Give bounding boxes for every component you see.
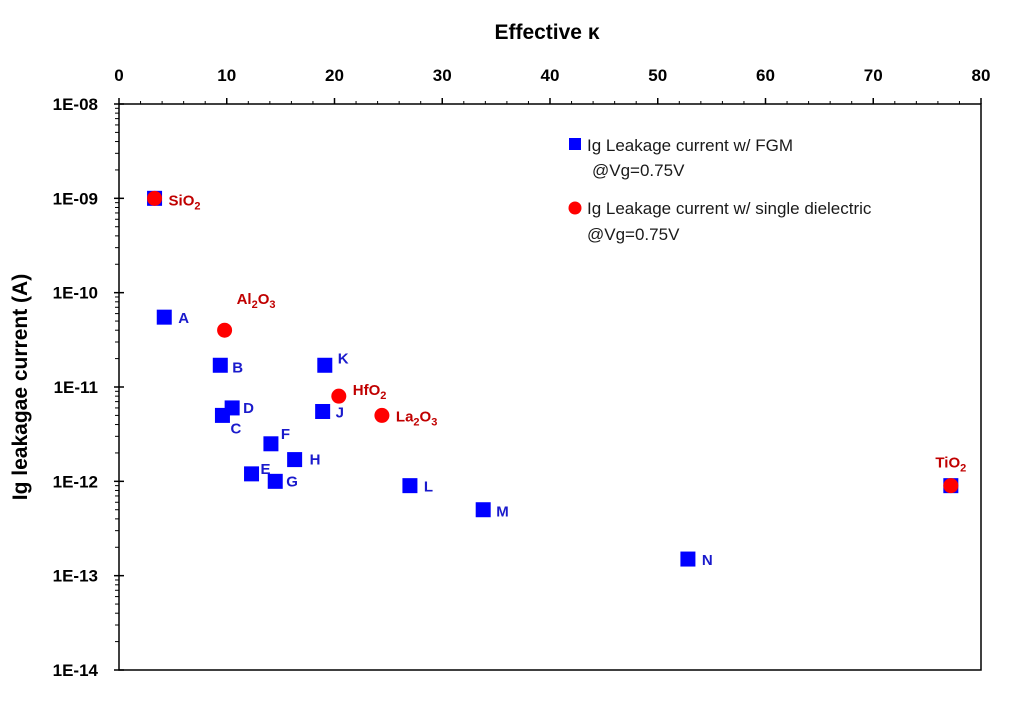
y-tick-label: 1E-14 [53, 661, 99, 680]
fgm-data-point [244, 466, 260, 482]
fgm-data-point [224, 400, 240, 416]
formula-subscript: 2 [380, 390, 386, 402]
x-tick-label: 80 [972, 66, 991, 85]
y-tick-label: 1E-08 [53, 95, 98, 114]
fgm-data-point [267, 473, 283, 489]
formula-subscript: 3 [431, 416, 437, 428]
formula-subscript: 2 [194, 200, 200, 212]
fgm-data-point [156, 309, 172, 325]
x-tick-label: 0 [114, 66, 123, 85]
y-tick-label: 1E-13 [53, 567, 98, 586]
fgm-point-label: G [286, 473, 298, 490]
fgm-point-label: C [230, 420, 241, 437]
formula-text: O [420, 408, 432, 425]
formula-text: SiO [169, 192, 195, 209]
fgm-point-label: L [424, 479, 433, 496]
formula-text: O [258, 291, 270, 308]
legend-marker-single-dielectric [568, 201, 582, 215]
x-axis-ticks: 0 10 20 30 40 50 60 70 80 [114, 66, 990, 104]
dielectric-point-label: HfO2 [353, 382, 387, 402]
legend-label-single-dielectric-condition: @Vg=0.75V [587, 225, 680, 244]
fgm-point-label: M [496, 504, 509, 521]
fgm-data-point [402, 478, 418, 494]
formula-subscript: 3 [269, 299, 275, 311]
legend-marker-fgm [569, 138, 581, 150]
legend-label-fgm: Ig Leakage current w/ FGM [587, 136, 793, 155]
fgm-data-point [475, 502, 491, 518]
formula-text: La [396, 408, 414, 425]
formula-text: Al [237, 291, 252, 308]
x-tick-label: 40 [541, 66, 560, 85]
x-axis-title: Effective κ [494, 21, 599, 44]
fgm-point-label: D [243, 400, 254, 417]
y-axis-title: Ig leakagae current (A) [9, 274, 32, 500]
formula-subscript: 2 [960, 463, 966, 475]
formula-subscript: 2 [252, 299, 258, 311]
x-tick-label: 30 [433, 66, 452, 85]
fgm-data-point [680, 551, 696, 567]
x-tick-label: 10 [217, 66, 236, 85]
dielectric-point-label: La2O3 [396, 408, 437, 428]
single-dielectric-data-point [331, 388, 347, 404]
fgm-point-label: K [338, 350, 349, 367]
plot-area [118, 103, 982, 671]
fgm-point-label: E [261, 461, 271, 478]
x-tick-label: 70 [864, 66, 883, 85]
fgm-point-label: F [281, 426, 290, 443]
dielectric-point-label: SiO2 [169, 192, 201, 212]
fgm-data-point [212, 357, 228, 373]
fgm-point-label: A [178, 310, 189, 327]
dielectric-point-label: TiO2 [935, 455, 966, 475]
single-dielectric-data-point [147, 190, 163, 206]
fgm-point-label: B [232, 359, 243, 376]
fgm-point-label: J [336, 404, 344, 421]
formula-text: HfO [353, 382, 381, 399]
formula-text: TiO [935, 455, 960, 472]
fgm-data-point [287, 452, 303, 468]
y-axis-ticks: 1E-08 1E-09 1E-10 1E-11 1E-12 1E-13 1E-14 [53, 95, 124, 680]
dielectric-point-label: Al2O3 [237, 291, 276, 311]
legend-label-single-dielectric: Ig Leakage current w/ single dielectric [587, 199, 872, 218]
y-tick-label: 1E-10 [53, 284, 98, 303]
legend-label-fgm-condition: @Vg=0.75V [592, 161, 685, 180]
y-tick-label: 1E-12 [53, 472, 98, 491]
y-tick-label: 1E-11 [54, 378, 98, 397]
legend: Ig Leakage current w/ FGM @Vg=0.75V Ig L… [568, 136, 872, 244]
formula-subscript: 2 [413, 416, 419, 428]
y-tick-label: 1E-09 [53, 189, 98, 208]
fgm-data-point [317, 357, 333, 373]
fgm-data-point [315, 403, 331, 419]
x-tick-label: 60 [756, 66, 775, 85]
fgm-point-label: H [310, 452, 321, 469]
fgm-data-point [263, 436, 279, 452]
single-dielectric-data-point [374, 407, 390, 423]
single-dielectric-data-point [943, 478, 959, 494]
single-dielectric-data-point [217, 322, 233, 338]
x-tick-label: 50 [648, 66, 667, 85]
x-tick-label: 20 [325, 66, 344, 85]
fgm-point-label: N [702, 552, 713, 569]
